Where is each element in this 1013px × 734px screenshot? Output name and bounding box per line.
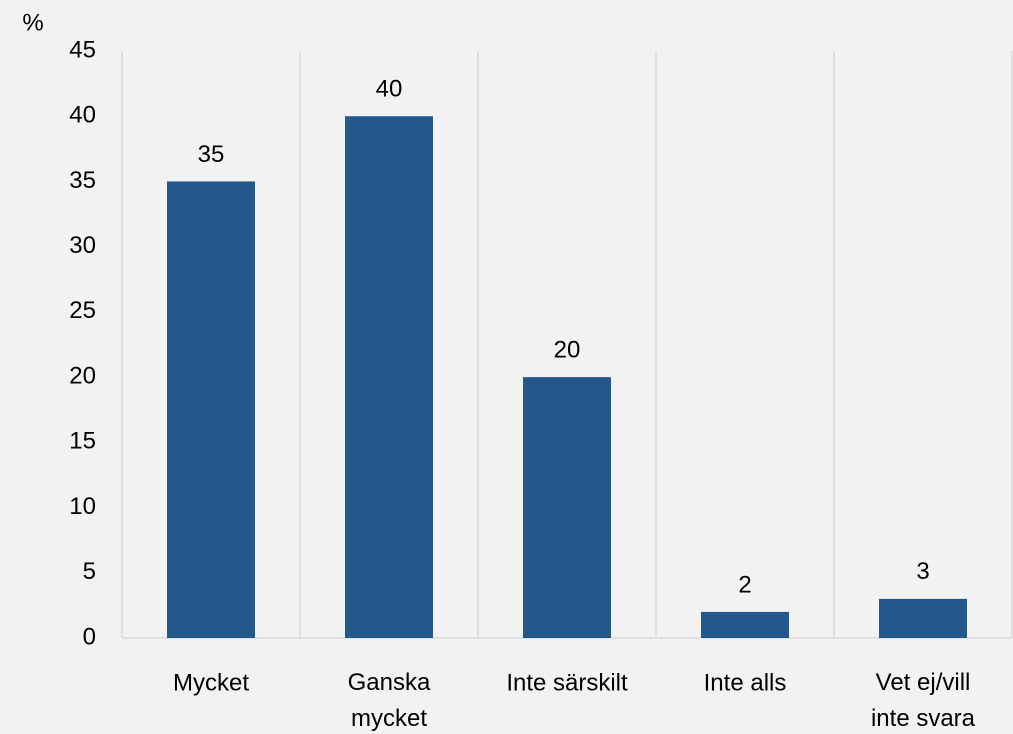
x-tick-label: Mycket <box>173 669 249 696</box>
bar <box>167 181 255 638</box>
bar <box>345 116 433 638</box>
y-tick-label: 45 <box>69 36 96 63</box>
bar <box>523 377 611 638</box>
y-tick-label: 20 <box>69 362 96 389</box>
y-tick-label: 25 <box>69 297 96 324</box>
data-label: 35 <box>198 141 225 168</box>
x-tick-label: Ganska mycket <box>348 669 431 732</box>
x-tick-label: Inte alls <box>704 669 787 696</box>
x-tick-label: Inte särskilt <box>506 669 628 696</box>
data-label: 40 <box>376 76 403 103</box>
x-tick-label: Vet ej/vill inte svara <box>871 669 976 732</box>
y-tick-label: 5 <box>83 558 96 585</box>
data-label: 2 <box>738 571 751 598</box>
y-tick-label: 30 <box>69 232 96 259</box>
y-tick-label: 15 <box>69 428 96 455</box>
y-tick-label: 35 <box>69 167 96 194</box>
data-label: 20 <box>554 336 581 363</box>
y-axis-label: % <box>22 9 43 36</box>
bar <box>701 611 789 638</box>
bar <box>879 598 967 638</box>
data-label: 3 <box>916 558 929 585</box>
y-tick-label: 40 <box>69 102 96 129</box>
y-tick-label: 0 <box>83 623 96 650</box>
y-tick-label: 10 <box>69 493 96 520</box>
